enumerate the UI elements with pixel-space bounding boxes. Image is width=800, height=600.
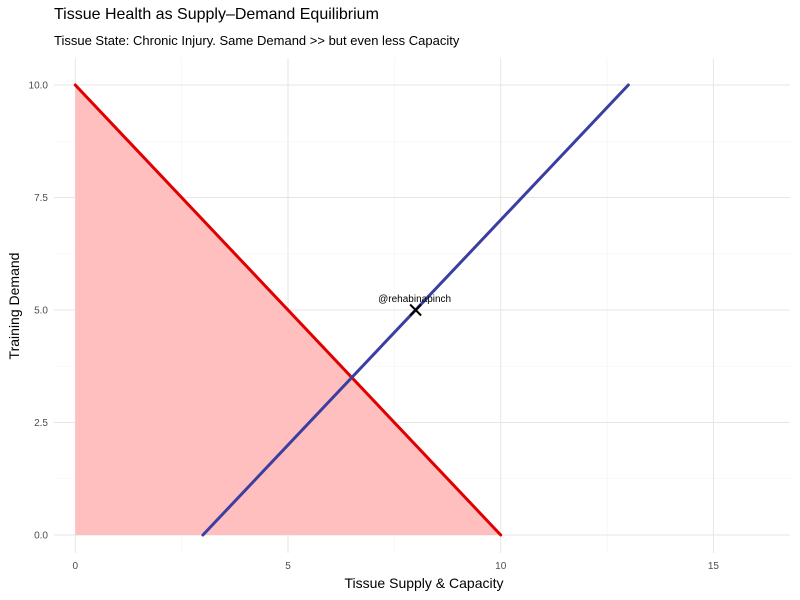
series-line-capacity [73, 83, 503, 537]
y-tick-label: 0.0 [34, 531, 48, 542]
tick-labels: 0 5 10 15 0.0 2.5 5.0 7.5 10.0 [29, 81, 720, 573]
point-marker-x-stroke [409, 303, 422, 317]
annotation-marks: @rehabinapinch [378, 294, 451, 317]
y-tick-label: 5.0 [34, 306, 48, 317]
y-axis-title: Training Demand [6, 253, 22, 360]
y-tick-label: 10.0 [29, 81, 49, 92]
y-tick-label: 2.5 [34, 418, 48, 429]
chart-title: Tissue Health as Supply–Demand Equilibri… [54, 6, 379, 23]
point-annotation-label: @rehabinapinch [378, 294, 451, 305]
x-tick-label: 0 [72, 561, 78, 572]
x-axis-title: Tissue Supply & Capacity [345, 575, 504, 591]
x-tick-label: 5 [285, 561, 291, 572]
y-tick-label: 7.5 [34, 193, 48, 204]
x-tick-label: 15 [708, 561, 720, 572]
chart-subtitle: Tissue State: Chronic Injury. Same Deman… [54, 33, 460, 48]
x-tick-label: 10 [495, 561, 507, 572]
